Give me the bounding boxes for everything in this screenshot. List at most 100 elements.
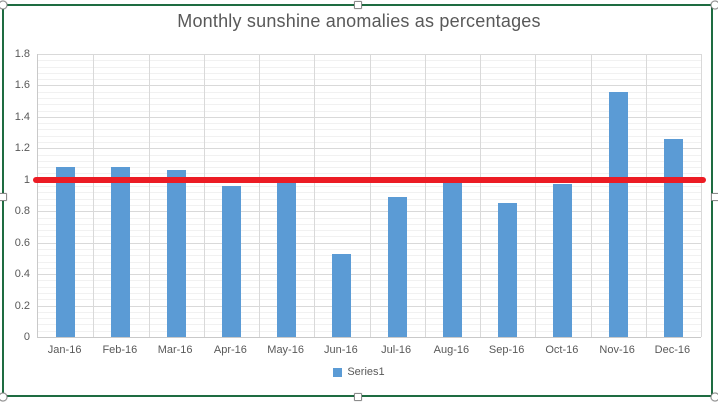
legend-marker-icon: [333, 367, 343, 377]
y-axis-tick-label: 0.2: [14, 299, 30, 312]
legend[interactable]: Series1: [0, 366, 718, 378]
minor-gridline: [38, 286, 701, 288]
minor-gridline: [38, 110, 701, 112]
selection-handle-bottom-right[interactable]: [710, 392, 718, 402]
x-axis-tick-label: Aug-16: [433, 344, 470, 356]
major-gridline: [38, 274, 701, 276]
minor-gridline: [38, 324, 701, 326]
minor-gridline: [38, 160, 701, 162]
bar-Mar-16[interactable]: [167, 170, 186, 337]
minor-gridline: [38, 280, 701, 282]
minor-gridline: [38, 299, 701, 301]
y-axis-tick-label: 0.8: [14, 205, 30, 218]
vertical-gridline: [370, 54, 371, 337]
y-axis-tick-label: 0.6: [14, 236, 30, 249]
major-gridline: [38, 85, 701, 87]
minor-gridline: [38, 154, 701, 156]
selection-handle-middle-left[interactable]: [0, 193, 7, 201]
vertical-gridline: [425, 54, 426, 337]
y-axis-tick-label: 1: [23, 173, 30, 186]
bar-Jul-16[interactable]: [388, 197, 407, 337]
vertical-gridline: [259, 54, 260, 337]
minor-gridline: [38, 318, 701, 320]
bar-Dec-16[interactable]: [664, 138, 683, 337]
minor-gridline: [38, 198, 701, 200]
minor-gridline: [38, 60, 701, 62]
minor-gridline: [38, 267, 701, 269]
minor-gridline: [38, 223, 701, 225]
x-axis-tick-label: Jul-16: [381, 344, 412, 356]
bar-Apr-16[interactable]: [222, 186, 241, 337]
minor-gridline: [38, 123, 701, 125]
minor-gridline: [38, 186, 701, 188]
major-gridline: [38, 54, 701, 55]
minor-gridline: [38, 98, 701, 100]
y-axis-tick-label: 1.6: [14, 79, 30, 92]
minor-gridline: [38, 292, 701, 294]
minor-gridline: [38, 217, 701, 219]
x-axis-tick-label: Jan-16: [47, 344, 82, 356]
y-axis-tick-label: 1.8: [14, 48, 30, 60]
x-axis-tick-label: Sep-16: [488, 344, 525, 356]
y-axis-tick-label: 0: [23, 331, 30, 343]
x-axis-tick-label: Jun-16: [324, 344, 358, 356]
vertical-gridline: [646, 54, 647, 337]
minor-gridline: [38, 142, 701, 144]
minor-gridline: [38, 248, 701, 250]
vertical-gridline: [204, 54, 205, 337]
major-gridline: [38, 116, 701, 118]
selection-handle-top-center[interactable]: [354, 1, 362, 9]
selection-handle-bottom-center[interactable]: [354, 393, 362, 401]
target-line-shape[interactable]: [33, 176, 706, 183]
y-axis-tick-label: 1.2: [14, 142, 30, 155]
vertical-gridline: [535, 54, 536, 337]
vertical-gridline: [314, 54, 315, 337]
bar-Nov-16[interactable]: [609, 91, 628, 337]
y-axis-tick-label: 0.4: [14, 268, 30, 281]
minor-gridline: [38, 72, 701, 74]
vertical-gridline: [701, 54, 702, 337]
vertical-gridline: [149, 54, 150, 337]
minor-gridline: [38, 167, 701, 169]
bar-Aug-16[interactable]: [443, 182, 462, 337]
x-axis-tick-label: Oct-16: [545, 344, 579, 356]
bar-Sep-16[interactable]: [498, 203, 517, 337]
bar-May-16[interactable]: [277, 182, 296, 337]
bar-Jun-16[interactable]: [332, 253, 351, 337]
x-axis-tick-label: May-16: [267, 344, 304, 356]
x-axis-tick-label: Mar-16: [157, 344, 193, 356]
legend-label: Series1: [347, 366, 385, 378]
minor-gridline: [38, 330, 701, 332]
vertical-gridline: [591, 54, 592, 337]
selection-handle-top-right[interactable]: [710, 0, 718, 10]
vertical-gridline: [480, 54, 481, 337]
minor-gridline: [38, 129, 701, 131]
bar-Oct-16[interactable]: [553, 184, 572, 337]
x-axis-tick-label: Nov-16: [599, 344, 635, 356]
vertical-gridline: [93, 54, 94, 337]
selection-handle-top-left[interactable]: [0, 0, 8, 10]
minor-gridline: [38, 135, 701, 137]
y-axis-tick-label: 1.4: [14, 110, 30, 123]
minor-gridline: [38, 311, 701, 313]
x-axis-tick-label: Apr-16: [213, 344, 247, 356]
minor-gridline: [38, 79, 701, 81]
major-gridline: [38, 148, 701, 150]
x-axis-tick-label: Dec-16: [654, 344, 691, 356]
major-gridline: [38, 211, 701, 213]
minor-gridline: [38, 261, 701, 263]
minor-gridline: [38, 104, 701, 106]
x-axis-tick-label: Feb-16: [102, 344, 138, 356]
minor-gridline: [38, 255, 701, 257]
minor-gridline: [38, 192, 701, 194]
major-gridline: [38, 242, 701, 244]
bar-Jan-16[interactable]: [56, 167, 75, 337]
selection-handle-middle-right[interactable]: [711, 193, 718, 201]
selection-handle-bottom-left[interactable]: [0, 392, 8, 402]
bar-Feb-16[interactable]: [111, 167, 130, 337]
major-gridline: [38, 305, 701, 307]
plot-area[interactable]: [33, 54, 706, 338]
minor-gridline: [38, 204, 701, 206]
chart-title[interactable]: Monthly sunshine anomalies as percentage…: [177, 11, 541, 31]
